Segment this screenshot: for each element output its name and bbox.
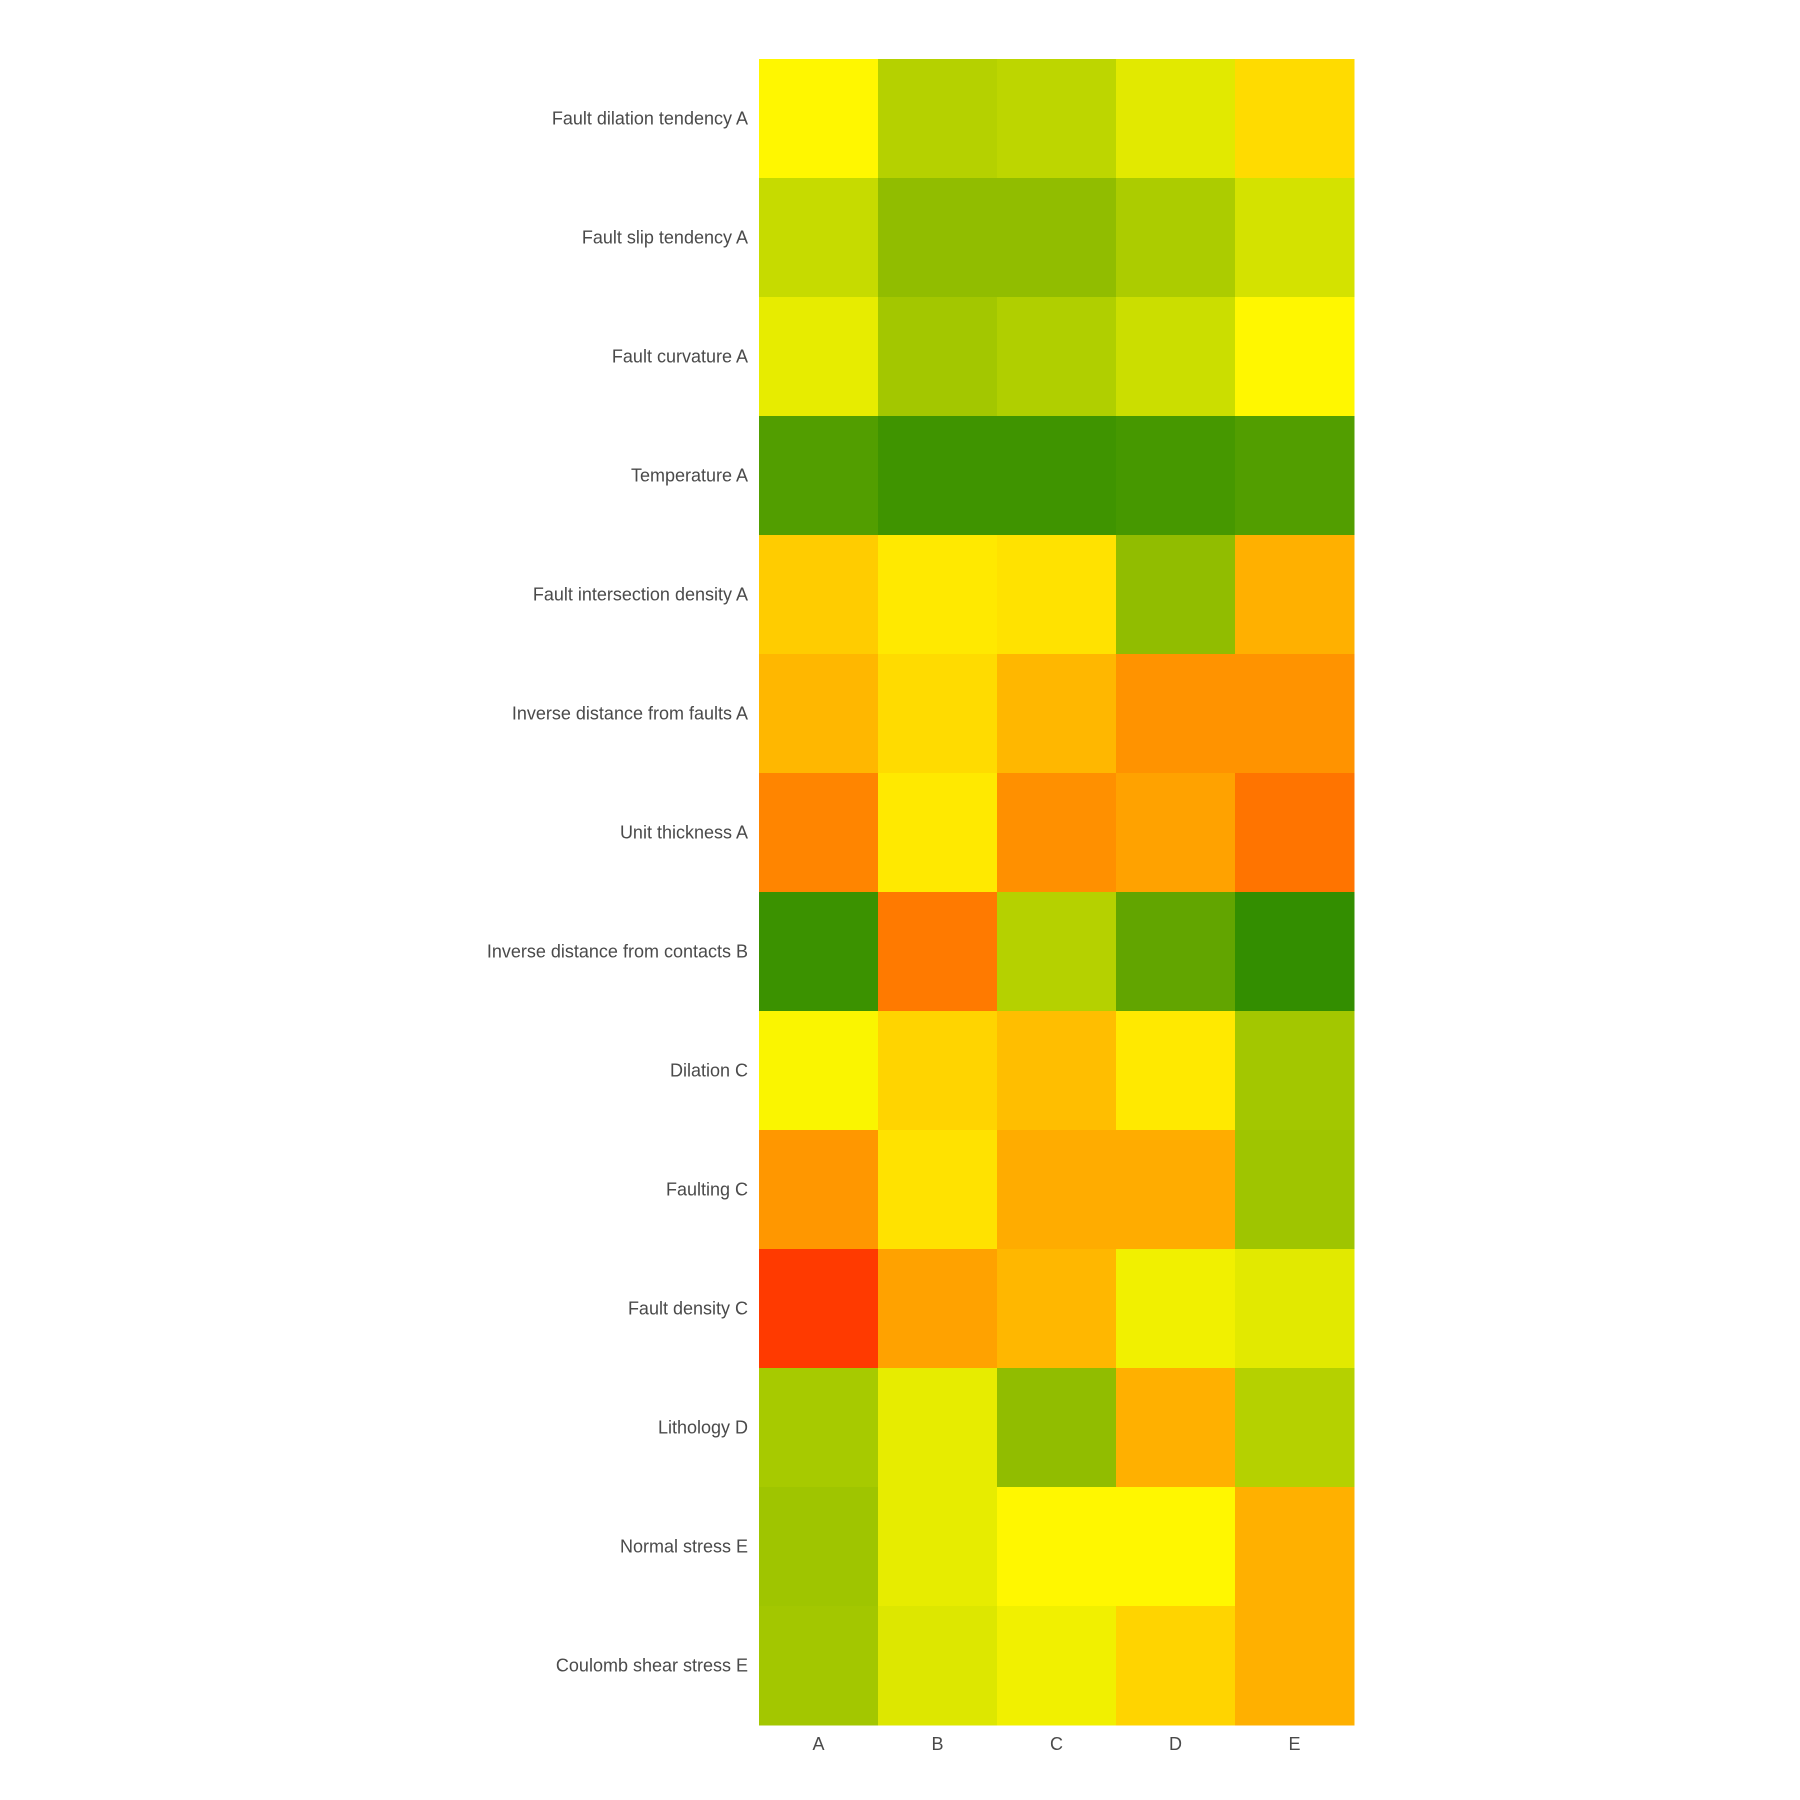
heatmap-cell: [759, 1249, 879, 1369]
heatmap-cell: [1235, 416, 1355, 536]
heatmap-cell: [997, 1011, 1117, 1131]
y-axis-tick-label: Fault curvature A: [612, 347, 748, 367]
heatmap-cell: [878, 535, 998, 655]
y-axis-tick-labels: Fault dilation tendency A Fault slip tend…: [487, 109, 748, 1676]
y-axis-tick-label: Fault density C: [628, 1299, 748, 1319]
y-axis-tick-label: Lithology D: [658, 1418, 748, 1438]
heatmap-cell: [759, 1368, 879, 1488]
heatmap-cell: [878, 773, 998, 893]
heatmap-cell: [1116, 773, 1236, 893]
heatmap-cell: [1116, 59, 1236, 179]
heatmap-cell: [759, 297, 879, 417]
heatmap-cell: [997, 1249, 1117, 1369]
heatmap-cell: [759, 535, 879, 655]
heatmap-cell: [878, 1249, 998, 1369]
heatmap-cell: [1116, 1130, 1236, 1250]
heatmap-cell: [997, 535, 1117, 655]
y-axis-tick-label: Fault slip tendency A: [582, 228, 748, 248]
x-axis-tick-label: C: [1050, 1734, 1063, 1754]
heatmap-cell: [759, 1487, 879, 1607]
y-axis-tick-label: Coulomb shear stress E: [556, 1656, 748, 1676]
y-axis-tick-label: Dilation C: [670, 1061, 748, 1081]
heatmap-cell: [759, 773, 879, 893]
heatmap-cell: [759, 1011, 879, 1131]
heatmap-cell: [1116, 1606, 1236, 1726]
heatmap-cell: [997, 1487, 1117, 1607]
heatmap-cell: [878, 1368, 998, 1488]
heatmap-cell: [1235, 892, 1355, 1012]
heatmap-cell: [1235, 59, 1355, 179]
heatmap-cell: [878, 178, 998, 298]
y-axis-tick-label: Fault intersection density A: [533, 585, 748, 605]
heatmap-cell: [1116, 1368, 1236, 1488]
heatmap-cell: [997, 1130, 1117, 1250]
heatmap-cell: [997, 654, 1117, 774]
heatmap-cell: [1116, 892, 1236, 1012]
heatmap-cell: [878, 1606, 998, 1726]
heatmap-cells: [759, 59, 1355, 1726]
heatmap-cell: [997, 892, 1117, 1012]
x-axis-tick-label: D: [1169, 1734, 1182, 1754]
heatmap-cell: [1116, 416, 1236, 536]
heatmap-cell: [1235, 1606, 1355, 1726]
heatmap-cell: [997, 773, 1117, 893]
heatmap-cell: [759, 1606, 879, 1726]
heatmap-cell: [759, 59, 879, 179]
heatmap-cell: [1235, 535, 1355, 655]
y-axis-tick-label: Inverse distance from faults A: [512, 704, 748, 724]
heatmap-cell: [1235, 1130, 1355, 1250]
heatmap-cell: [878, 59, 998, 179]
heatmap-cell: [1116, 535, 1236, 655]
heatmap-cell: [1235, 178, 1355, 298]
y-axis-tick-label: Inverse distance from contacts B: [487, 942, 748, 962]
heatmap-cell: [759, 654, 879, 774]
y-axis-tick-label: Faulting C: [666, 1180, 748, 1200]
heatmap-cell: [759, 416, 879, 536]
heatmap-cell: [759, 892, 879, 1012]
heatmap-cell: [878, 1011, 998, 1131]
heatmap-cell: [1235, 297, 1355, 417]
heatmap-cell: [878, 654, 998, 774]
x-axis-tick-label: A: [812, 1734, 824, 1754]
heatmap-cell: [878, 1130, 998, 1250]
heatmap-cell: [1235, 1011, 1355, 1131]
y-axis-tick-label: Normal stress E: [620, 1537, 748, 1557]
heatmap-cell: [1235, 1487, 1355, 1607]
heatmap-cell: [1235, 1368, 1355, 1488]
y-axis-tick-label: Unit thickness A: [620, 823, 748, 843]
heatmap-cell: [1235, 1249, 1355, 1369]
heatmap-cell: [1116, 1011, 1236, 1131]
heatmap-cell: [878, 416, 998, 536]
heatmap-cell: [997, 416, 1117, 536]
heatmap-cell: [1235, 654, 1355, 774]
y-axis-tick-label: Temperature A: [631, 466, 748, 486]
heatmap-cell: [997, 297, 1117, 417]
x-axis-tick-label: E: [1288, 1734, 1300, 1754]
heatmap-cell: [1235, 773, 1355, 893]
heatmap-cell: [759, 1130, 879, 1250]
heatmap-cell: [997, 1368, 1117, 1488]
heatmap-cell: [878, 892, 998, 1012]
heatmap-cell: [997, 178, 1117, 298]
y-axis-tick-label: Fault dilation tendency A: [552, 109, 748, 129]
heatmap-cell: [1116, 178, 1236, 298]
heatmap-cell: [997, 59, 1117, 179]
heatmap-cell: [1116, 1249, 1236, 1369]
x-axis-tick-labels: A B C D E: [812, 1734, 1300, 1754]
heatmap-cell: [1116, 1487, 1236, 1607]
x-axis-tick-label: B: [931, 1734, 943, 1754]
heatmap-cell: [759, 178, 879, 298]
heatmap-cell: [997, 1606, 1117, 1726]
heatmap-cell: [1116, 297, 1236, 417]
heatmap-cell: [878, 1487, 998, 1607]
heatmap-cell: [878, 297, 998, 417]
heatmap-cell: [1116, 654, 1236, 774]
